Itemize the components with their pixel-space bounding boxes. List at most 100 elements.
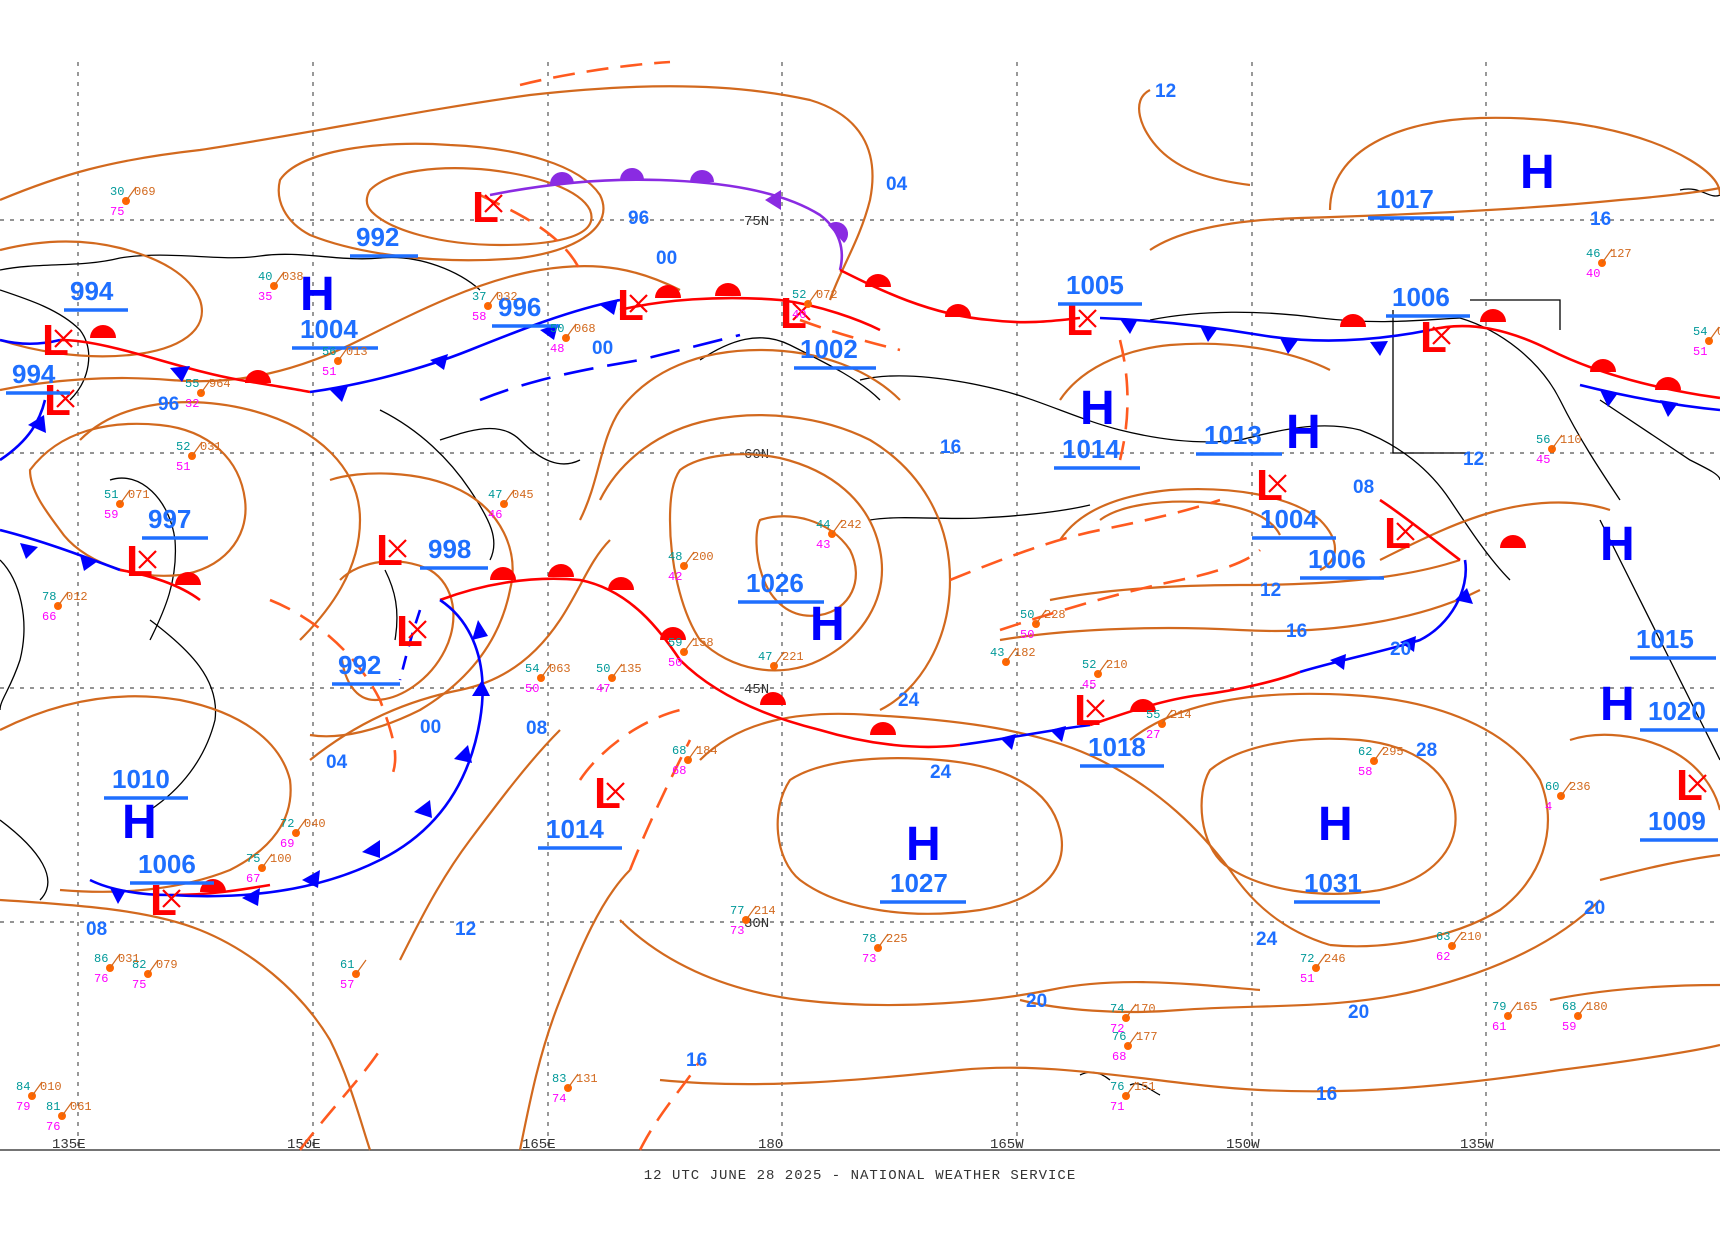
dewpoint: 76	[46, 1120, 60, 1134]
low-center: L 1006	[1386, 282, 1470, 362]
station-plot: 52 210 45	[1082, 658, 1128, 692]
station-plot: 77 214 73	[730, 904, 776, 938]
station-plot: 81 061 76	[46, 1100, 92, 1134]
dewpoint: 35	[258, 290, 272, 304]
temperature: 48	[668, 550, 682, 564]
pressure: 170	[1134, 1002, 1156, 1016]
pressure: 083	[1717, 325, 1720, 339]
wind-barb	[773, 651, 785, 667]
fronts	[0, 168, 1720, 906]
station-plot: 59 158 50	[668, 636, 714, 670]
temperature: 72	[280, 817, 294, 831]
dewpoint: 59	[104, 508, 118, 522]
pressure: 071	[128, 488, 150, 502]
center-value: 1009	[1648, 806, 1706, 836]
center-value: 1017	[1376, 184, 1434, 214]
station-plot: 72 246 51	[1300, 952, 1346, 986]
wind-barb	[355, 959, 367, 975]
temperature: 72	[1300, 952, 1314, 966]
pressure: 038	[282, 270, 304, 284]
station-plot: 78 225 73	[862, 932, 908, 966]
wind-barb	[57, 591, 69, 607]
svg-text:H: H	[122, 796, 157, 849]
station-plot: 54 063 50	[525, 662, 571, 696]
temperature: 46	[1586, 247, 1600, 261]
dewpoint: 73	[730, 924, 744, 938]
wind-barb	[687, 745, 699, 761]
pressure: 242	[840, 518, 862, 532]
isobar-label: 24	[898, 690, 920, 711]
troughs	[269, 60, 1261, 1151]
pressure: 063	[549, 662, 571, 676]
high-center: H 1014	[1054, 382, 1140, 470]
pressure: 069	[134, 185, 156, 199]
lat-label: 30N	[744, 916, 769, 932]
station-plot: 76 177 68	[1112, 1030, 1158, 1064]
station-plot: 30 069 75	[110, 185, 156, 219]
wind-barb	[1601, 248, 1613, 264]
wind-barb	[1097, 659, 1109, 675]
pressure: 151	[1134, 1080, 1156, 1094]
station-plot: 46 127 40	[1586, 247, 1632, 281]
station-plot: 40 038 35	[258, 270, 304, 304]
pressure: 210	[1460, 930, 1482, 944]
pressure: 184	[696, 744, 718, 758]
station-plot: 72 040 69	[280, 817, 326, 851]
temperature: 76	[1110, 1080, 1124, 1094]
pressure: 246	[1324, 952, 1346, 966]
low-center: L 992	[332, 607, 427, 686]
center-value: 1018	[1088, 732, 1146, 762]
lon-label: 135W	[1460, 1137, 1494, 1153]
dewpoint: 74	[552, 1092, 566, 1106]
pressure: 236	[1569, 780, 1591, 794]
wind-barb	[1161, 709, 1173, 725]
pressure: 177	[1136, 1030, 1158, 1044]
lat-label: 45N	[744, 682, 769, 698]
isobar-label: 24	[1256, 929, 1278, 950]
temperature: 30	[110, 185, 124, 199]
pressure: 127	[1610, 247, 1632, 261]
station-plot: 50 068 48	[550, 322, 596, 356]
station-plot: 63 210 62	[1436, 930, 1482, 964]
center-value: 1014	[1062, 434, 1120, 464]
temperature: 47	[758, 650, 772, 664]
temperature: 78	[862, 932, 876, 946]
center-value: 998	[428, 534, 471, 564]
isobar-label: 24	[930, 762, 952, 783]
isobar-label: 16	[1590, 209, 1611, 230]
station-plot: 56 013 51	[322, 345, 368, 379]
svg-text:H: H	[810, 598, 845, 651]
dewpoint: 47	[596, 682, 610, 696]
isobar-label: 12	[1155, 81, 1176, 102]
center-value: 1002	[800, 334, 858, 364]
dewpoint: 32	[185, 397, 199, 411]
station-plot: 76 151 71	[1110, 1080, 1156, 1114]
pressure: 228	[1044, 608, 1066, 622]
center-value: 992	[338, 650, 381, 680]
dewpoint: 45	[1082, 678, 1096, 692]
station-plot: 47 045 46	[488, 488, 534, 522]
pressure: 061	[70, 1100, 92, 1114]
temperature: 63	[1436, 930, 1450, 944]
isobar-label: 96	[628, 208, 649, 229]
center-value: 1005	[1066, 270, 1124, 300]
pressure: 131	[576, 1072, 598, 1086]
wind-barb	[1708, 326, 1720, 342]
temperature: 54	[525, 662, 539, 676]
pressure-centers: L 992 H 1004 L 994 L 994 L 996	[6, 146, 1718, 925]
dewpoint: 69	[280, 837, 294, 851]
center-value: 1006	[1308, 544, 1366, 574]
low-center: L 1018	[1074, 686, 1164, 768]
svg-text:H: H	[906, 818, 941, 871]
station-plot: 51 071 59	[104, 488, 150, 522]
pressure: 040	[304, 817, 326, 831]
isobar-label: 00	[592, 338, 613, 359]
center-value: 1013	[1204, 420, 1262, 450]
dewpoint: 62	[1436, 950, 1450, 964]
wind-barb	[337, 346, 349, 362]
wind-barb	[147, 959, 159, 975]
svg-text:H: H	[300, 268, 335, 321]
dewpoint: 58	[472, 310, 486, 324]
temperature: 44	[816, 518, 830, 532]
